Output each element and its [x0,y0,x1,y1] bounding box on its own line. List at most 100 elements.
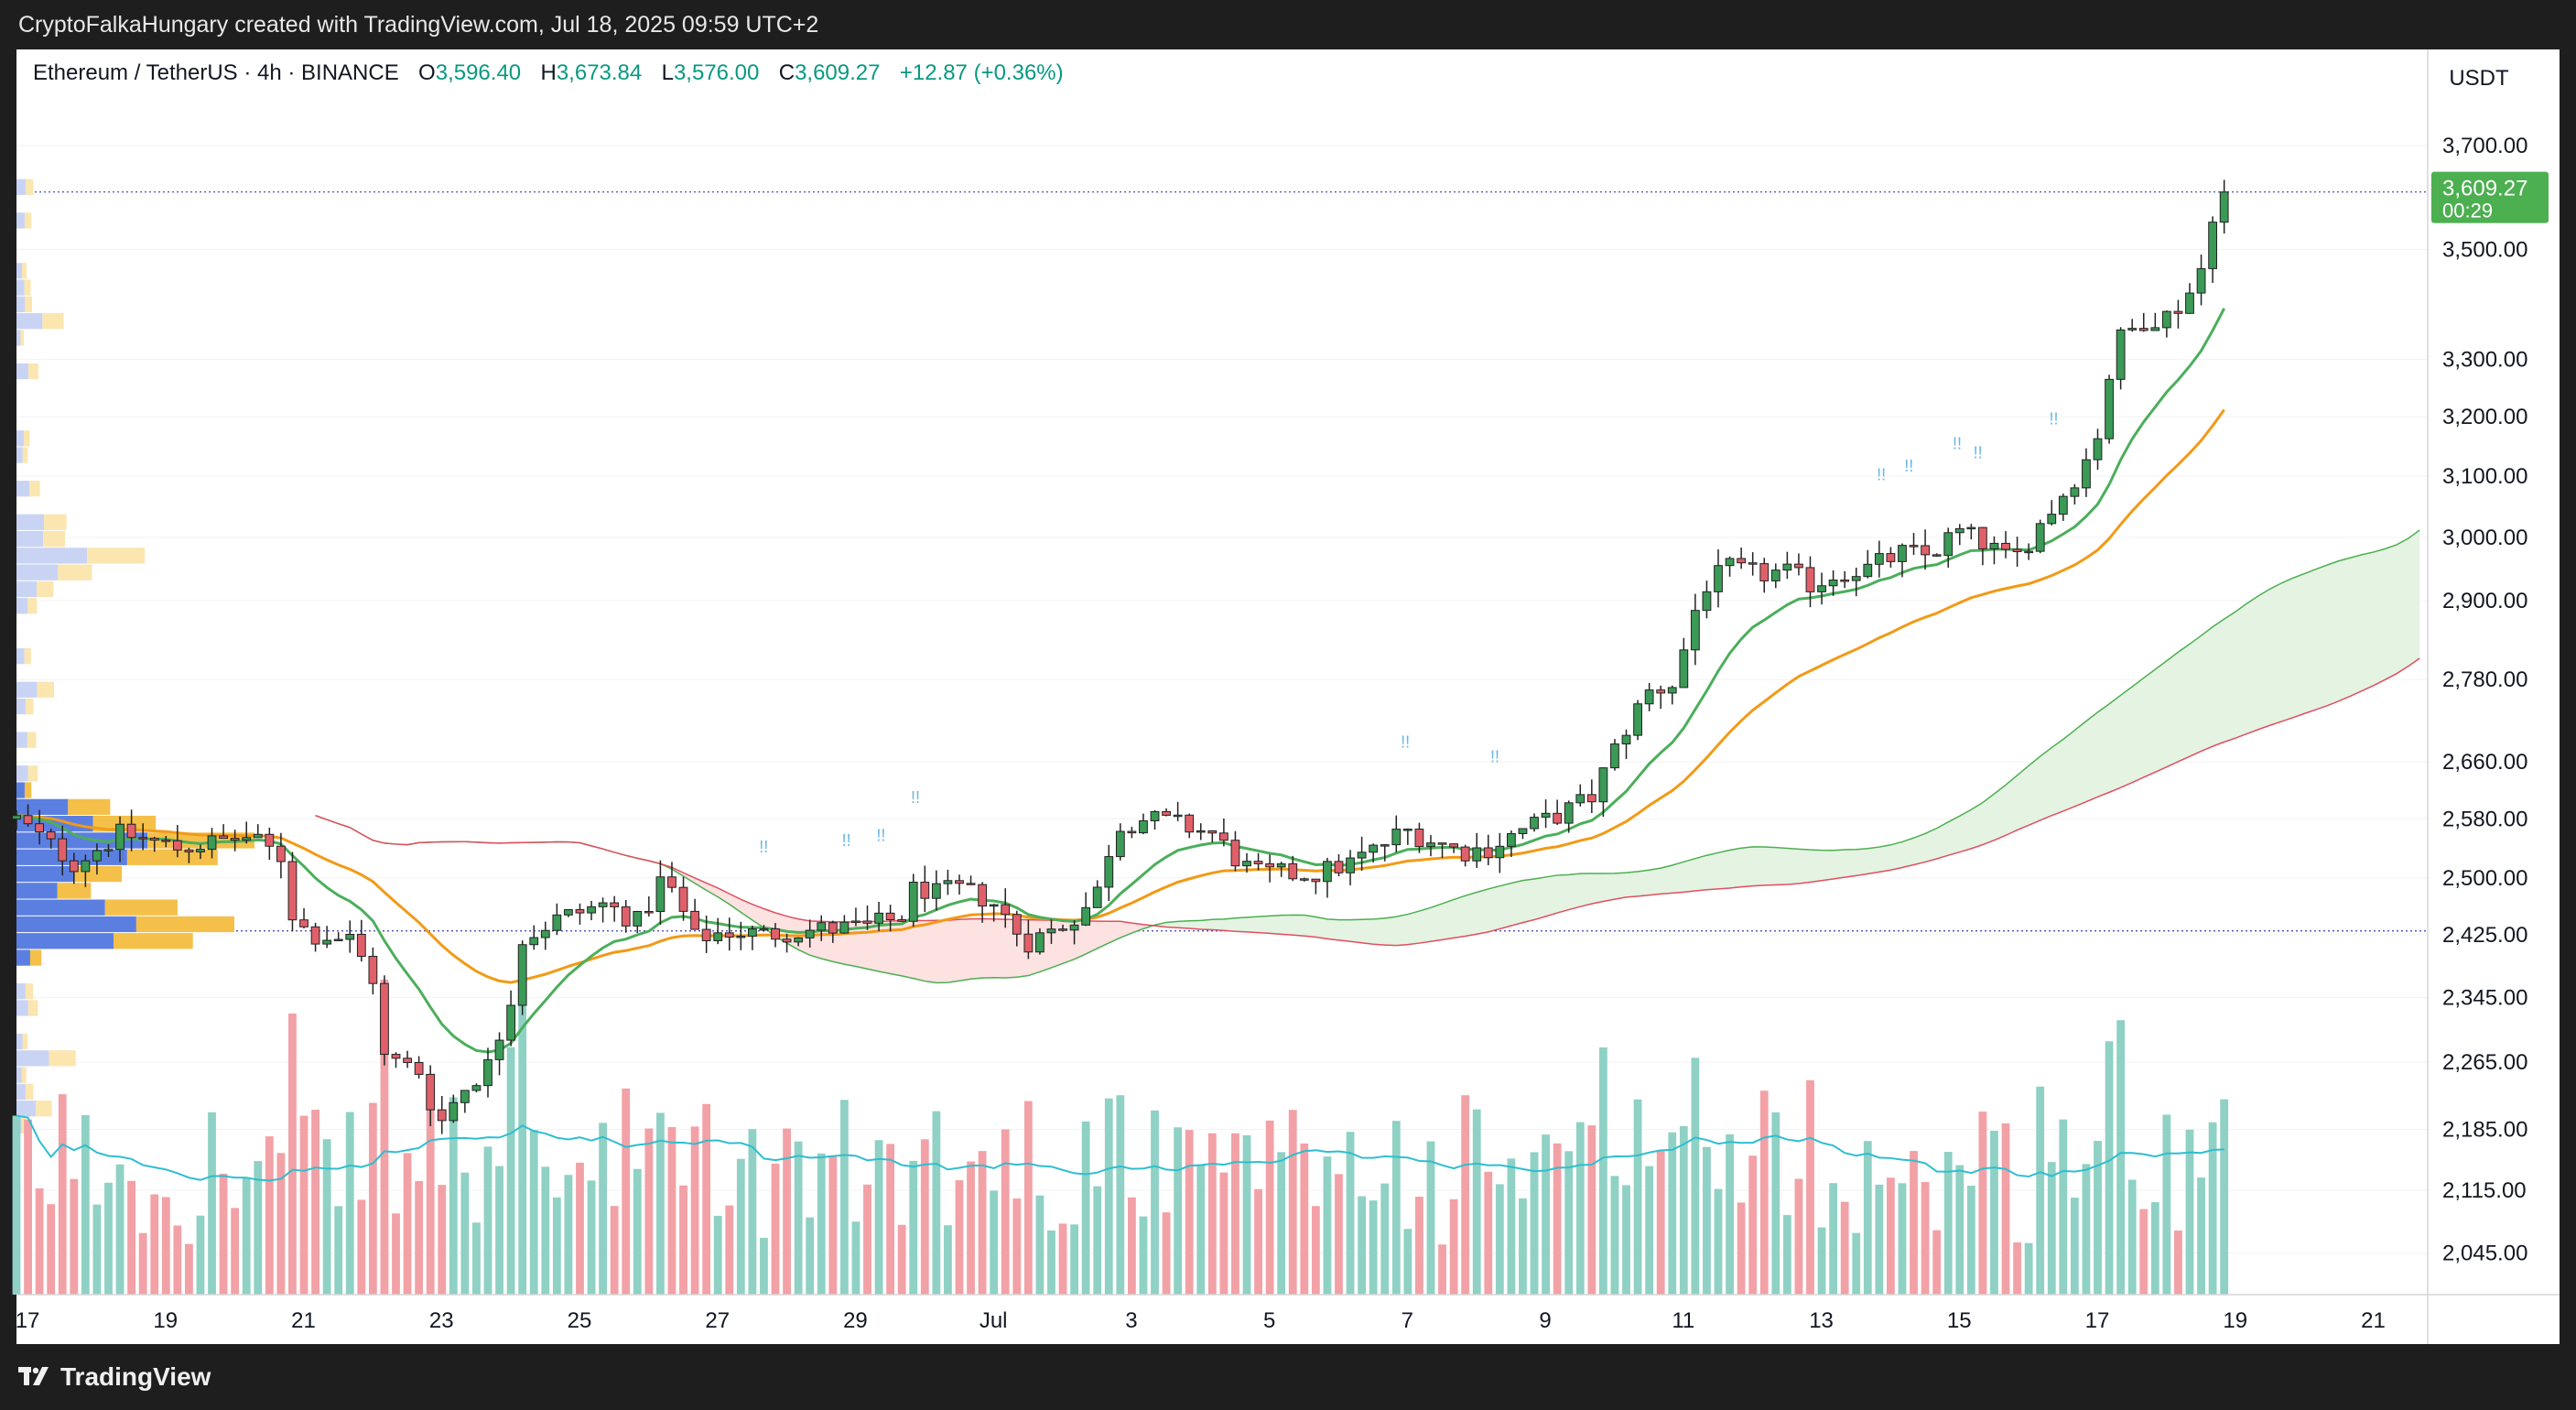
candle-body [1104,856,1114,888]
volume-bar [208,1112,216,1295]
candle-body [345,933,355,940]
volume-bar [2059,1119,2068,1295]
candle-body [771,927,780,940]
candle-body [828,922,838,934]
volume-bar [1151,1110,1159,1295]
candle-body [1242,861,1251,867]
profile-bar-up [16,430,24,447]
candle-body [1737,558,1747,564]
currency-label[interactable]: USDT [2449,66,2509,91]
candle-body [172,840,182,851]
candle-body [747,928,757,937]
volume-bar [2116,1020,2126,1295]
candle-body [1288,862,1298,880]
volume-bar [127,1180,136,1295]
profile-bar-down [26,698,34,715]
volume-bar [322,1139,331,1295]
candle-body [2047,514,2057,525]
candle-body [1299,878,1309,881]
profile-bar-up [16,933,114,949]
candle-body [1369,844,1379,853]
volume-bar [886,1144,895,1295]
candle-body [1586,794,1596,803]
volume-bar [161,1197,170,1295]
volume-bar [1726,1133,1734,1295]
candle-body [805,929,815,938]
tradingview-logo[interactable]: TradingView [18,1362,211,1392]
price-tick-label: 3,500.00 [2442,237,2527,262]
close-value: 3,609.27 [795,60,881,85]
candle-body [1495,845,1505,859]
profile-bar-down [27,1000,38,1016]
profile-bar-up [16,530,44,548]
candle-body [2196,267,2206,294]
candle-body [989,904,999,907]
volume-bar [2185,1129,2194,1295]
candle-body [1690,610,1700,651]
candle-body [817,922,827,931]
candle-body [1610,743,1619,769]
candle-body [1001,904,1011,916]
candle-body [529,937,539,946]
profile-bar-down [28,363,38,380]
candle-body [138,837,148,840]
candle-body [207,835,217,851]
time-tick-label: 21 [2361,1308,2386,1333]
volume-bar [1242,1134,1251,1295]
symbol-title[interactable]: Ethereum / TetherUS · 4h · BINANCE [33,60,399,85]
volume-bar [506,1047,515,1295]
volume-bar [254,1161,263,1295]
volume-bar [219,1173,228,1295]
volume-bar [1311,1206,1320,1295]
candle-body [1921,545,1930,556]
candle-body [1886,553,1896,562]
volume-bar [1058,1223,1067,1295]
volume-bar [1403,1229,1412,1295]
candle-body [92,850,102,862]
ema-fast-line [16,308,2226,1054]
profile-bar-down [37,681,54,698]
profile-bar-down [27,598,38,614]
volume-bar [1346,1132,1355,1295]
time-tick-label: Jul [980,1308,1008,1333]
candle-body [2058,495,2068,515]
candle-body [1139,819,1148,834]
volume-bar [92,1204,102,1295]
volume-bar [24,1119,32,1295]
volume-bar [1921,1181,1930,1295]
volume-bar [1887,1177,1895,1295]
candle-body [2161,310,2171,329]
candle-body [1265,862,1275,868]
time-tick-label: 3 [1125,1308,1137,1333]
candle-body [184,849,194,852]
candle-body [667,876,676,888]
profile-bar-down [21,1067,27,1083]
candle-body [2185,292,2194,314]
volume-bar [1978,1112,1987,1295]
profile-bar-down [22,1033,28,1050]
candle-body [426,1073,436,1111]
volume-bar [403,1153,412,1295]
volume-bar [138,1232,147,1295]
profile-bar-up [16,514,45,530]
volume-bar [415,1180,424,1295]
candle-body [333,938,343,941]
volume-bar [472,1222,481,1295]
volume-bar [932,1111,941,1295]
candle-body [506,1004,516,1041]
candle-body [1667,687,1677,694]
profile-bar-up [16,580,38,598]
volume-bar [449,1097,458,1295]
volume-bar [1875,1184,1884,1295]
volume-bar [713,1215,722,1295]
volume-bar [1679,1125,1688,1295]
volume-bar [1966,1186,1975,1295]
candle-body [1437,842,1447,845]
candle-body [678,886,688,912]
profile-bar-up [16,949,30,966]
candle-body [701,928,711,941]
profile-bar-down [58,564,92,580]
candle-body [1564,802,1574,824]
volume-bar [1128,1197,1136,1295]
